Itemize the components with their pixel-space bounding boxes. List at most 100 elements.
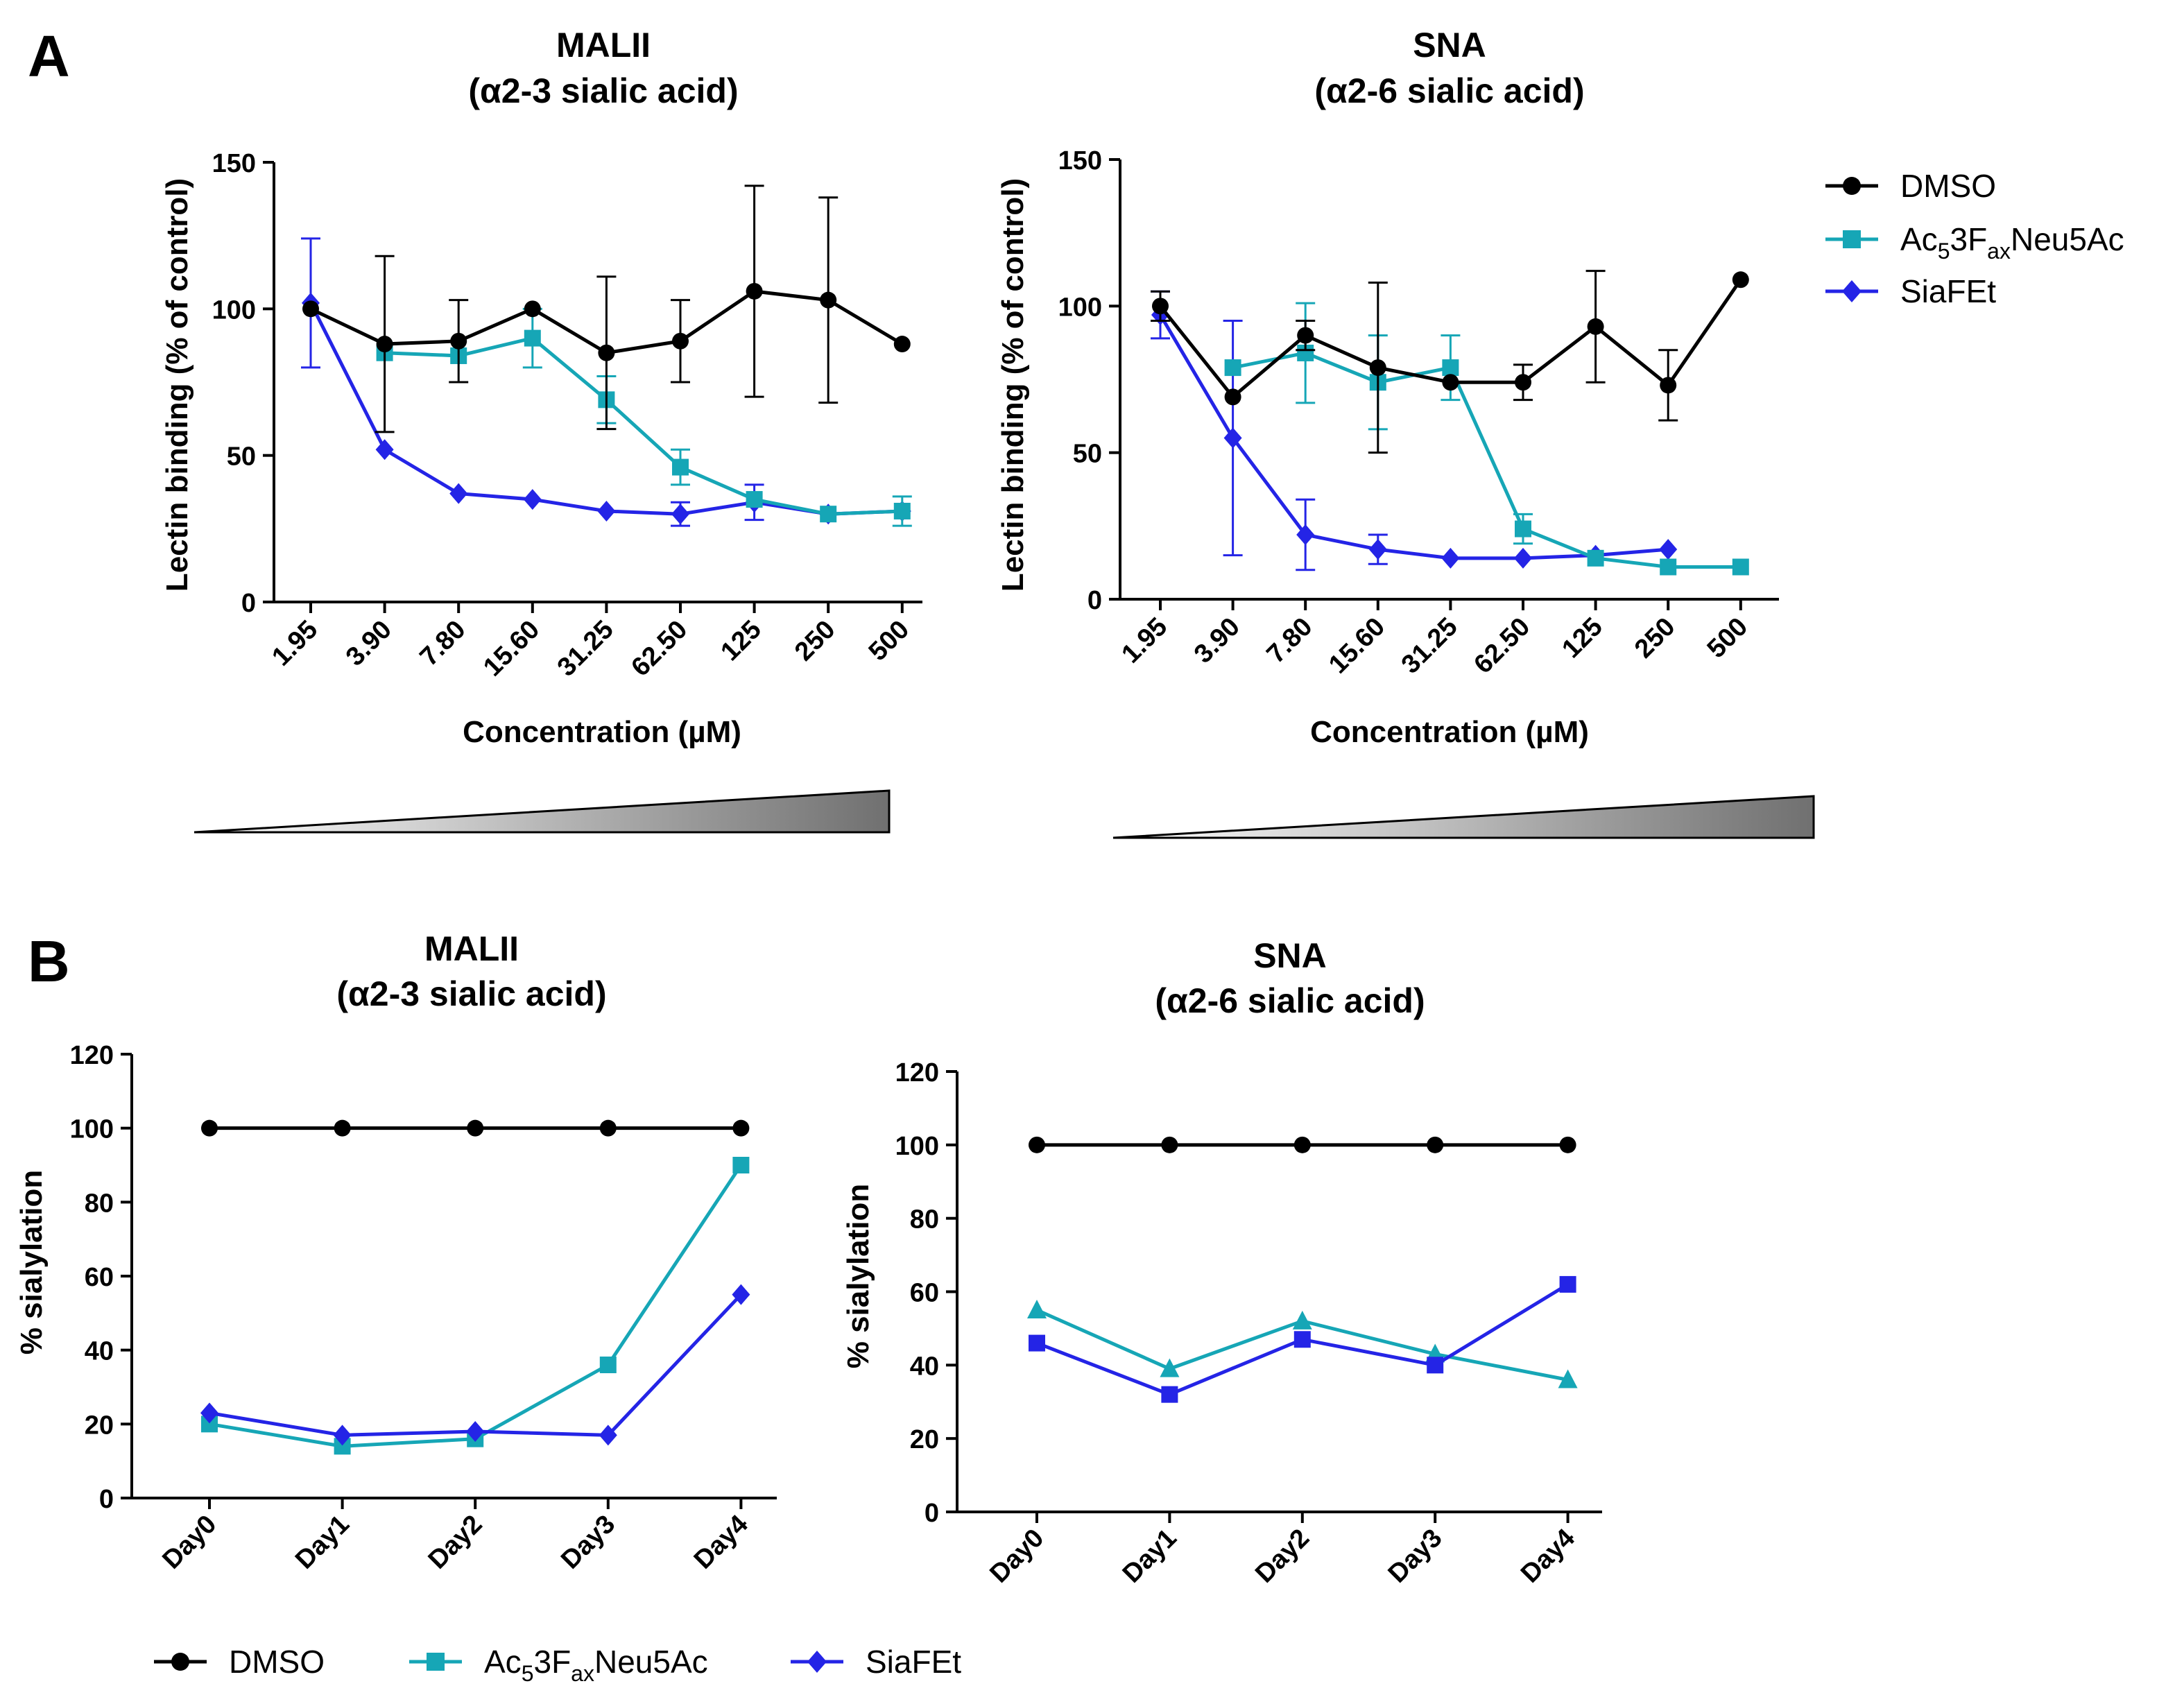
chart-subtitle: (α2-3 sialic acid) (336, 974, 606, 1013)
y-tick-label: 150 (1058, 146, 1102, 175)
data-point (201, 1119, 218, 1137)
series-line (1232, 351, 1741, 569)
data-point (1515, 374, 1531, 391)
legend-label: DMSO (1900, 168, 1996, 204)
data-point (333, 1425, 352, 1446)
chart-subtitle: (α2-6 sialic acid) (1314, 71, 1584, 110)
legend-item-siafet: SiaFEt (791, 1644, 961, 1680)
data-point (1587, 549, 1604, 567)
x-tick-label: 125 (1556, 612, 1608, 664)
y-tick-label: 100 (70, 1115, 114, 1144)
data-point (893, 336, 911, 353)
data-point (746, 491, 763, 508)
x-tick-label: 250 (789, 615, 841, 667)
data-point (1442, 374, 1459, 391)
y-tick-label: 20 (910, 1425, 939, 1454)
data-point (1660, 558, 1677, 576)
data-point (732, 1284, 750, 1305)
y-tick-label: 120 (70, 1041, 114, 1070)
data-point (671, 504, 689, 525)
panel-label-b: B (28, 929, 70, 994)
data-point (820, 506, 837, 523)
data-point (1152, 298, 1169, 315)
data-point (1297, 327, 1314, 344)
chart-title: SNA (1413, 26, 1486, 64)
data-point (1659, 539, 1678, 560)
legend-label: Ac53FaxNeu5Ac (484, 1644, 708, 1686)
y-axis-label: Lectin binding (% of control) (996, 178, 1030, 592)
data-point (1559, 1136, 1576, 1153)
x-tick-label: 500 (863, 615, 915, 667)
data-point (1660, 377, 1677, 394)
chart-subtitle: (α2-3 sialic acid) (468, 71, 738, 110)
panel-label-a: A (28, 24, 70, 89)
x-tick-label: 15.60 (478, 615, 545, 682)
legend-label: SiaFEt (1900, 273, 1996, 309)
y-tick-label: 120 (895, 1058, 939, 1087)
data-point (334, 1119, 351, 1137)
x-axis-label: Concentration (µM) (1310, 715, 1589, 749)
data-point (1442, 359, 1459, 377)
y-tick-label: 40 (910, 1352, 939, 1381)
series-dmso (302, 184, 911, 433)
legend-panel-b: DMSO Ac53FaxNeu5Ac SiaFEt (154, 1644, 961, 1686)
data-point (1029, 1334, 1045, 1352)
y-tick-label: 100 (1058, 293, 1102, 322)
series-line (384, 336, 902, 516)
data-point (1732, 558, 1749, 576)
diamond-marker-icon (807, 1651, 827, 1673)
chart-title: MALII (424, 929, 519, 968)
data-point (375, 439, 394, 461)
data-point (524, 329, 541, 347)
data-point (1587, 318, 1604, 335)
data-point (597, 500, 616, 522)
legend-panel-a: DMSO Ac53FaxNeu5Ac SiaFEt (1825, 168, 2124, 309)
x-tick-label: 125 (715, 615, 767, 667)
x-tick-label: 31.25 (1396, 612, 1463, 680)
y-tick-label: 80 (910, 1205, 939, 1234)
data-point (672, 332, 689, 350)
x-tick-label: 1.95 (266, 615, 323, 672)
x-tick-label: Day0 (157, 1510, 222, 1575)
y-tick-label: 20 (85, 1411, 114, 1440)
series-dmso (1029, 1136, 1576, 1153)
data-point (1293, 1136, 1311, 1153)
y-tick-label: 100 (212, 295, 256, 325)
legend-label: Ac53FaxNeu5Ac (1900, 221, 2124, 264)
data-point (1161, 1136, 1178, 1153)
data-point (599, 1357, 617, 1373)
y-tick-label: 60 (910, 1279, 939, 1308)
chart-title: SNA (1253, 936, 1327, 975)
concentration-ramp (194, 789, 891, 834)
data-point (1224, 388, 1241, 406)
y-tick-label: 50 (227, 442, 256, 472)
chart-malii-days: MALII (α2-3 sialic acid) % sialylation 0… (15, 929, 777, 1575)
data-point (746, 282, 763, 300)
data-point (672, 458, 689, 476)
legend-label: SiaFEt (866, 1644, 961, 1680)
data-point (732, 1119, 750, 1137)
series-siafet (200, 1284, 750, 1446)
x-tick-label: Day0 (984, 1524, 1049, 1589)
data-point (376, 336, 393, 353)
x-tick-label: Day3 (1383, 1524, 1448, 1589)
diamond-marker-icon (1842, 280, 1861, 302)
data-point (1427, 1357, 1444, 1374)
x-tick-label: 3.90 (1189, 612, 1246, 669)
data-point (524, 300, 541, 318)
x-tick-label: Day2 (423, 1510, 488, 1575)
legend-label: DMSO (229, 1644, 325, 1680)
chart-title: MALII (556, 26, 651, 64)
square-marker-icon (427, 1653, 445, 1671)
data-point (1441, 547, 1460, 569)
data-point (1297, 344, 1314, 361)
chart-malii-concentration: MALII (α2-3 sialic acid) Concentration (… (160, 26, 922, 834)
y-tick-label: 40 (85, 1337, 114, 1366)
x-tick-label: Day3 (556, 1510, 621, 1575)
chart-sna-days: SNA (α2-6 sialic acid) % sialylation 0 20… (841, 936, 1602, 1589)
y-tick-label: 0 (1087, 586, 1102, 615)
y-tick-label: 80 (85, 1189, 114, 1218)
data-point (467, 1119, 484, 1137)
data-point (200, 1402, 218, 1424)
